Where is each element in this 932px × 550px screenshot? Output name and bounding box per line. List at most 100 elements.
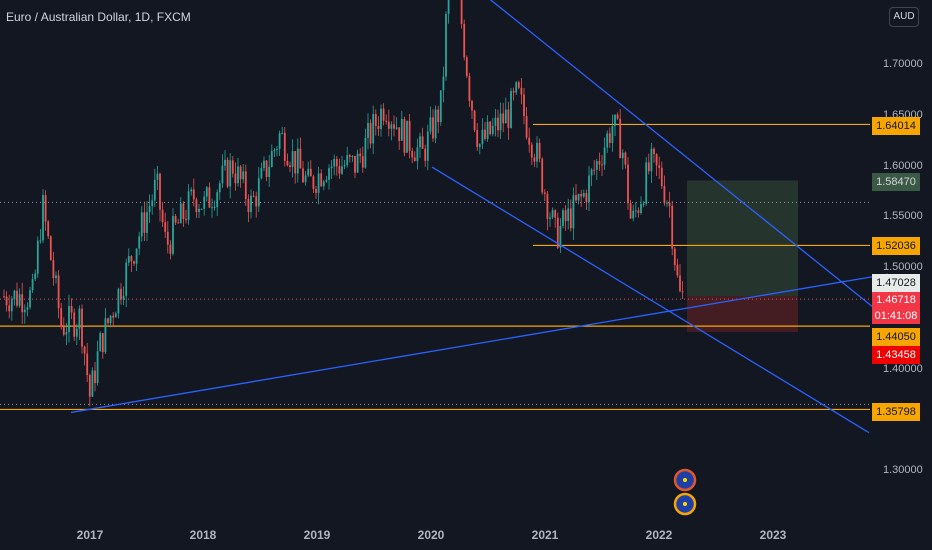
candle-body xyxy=(174,216,177,223)
candle-body xyxy=(393,124,395,129)
candle-body xyxy=(172,216,174,254)
candle-body xyxy=(57,275,60,309)
candle-body xyxy=(406,120,408,153)
candle-body xyxy=(276,148,278,150)
candle-body xyxy=(512,91,515,93)
candle-body xyxy=(75,328,78,337)
candle-body xyxy=(112,315,115,318)
candle-body xyxy=(294,150,297,174)
candle-body xyxy=(502,113,505,124)
candle-body xyxy=(562,210,564,226)
candle-body xyxy=(296,148,299,174)
candle-body xyxy=(590,169,593,176)
candle-body xyxy=(10,299,13,312)
candle-body xyxy=(645,162,648,204)
candle-body xyxy=(179,203,182,224)
candle-body xyxy=(676,264,679,276)
candle-body xyxy=(536,142,538,162)
candle-body xyxy=(603,147,606,165)
candle-body xyxy=(380,108,382,130)
candle-body xyxy=(182,203,185,219)
candle-body xyxy=(419,136,421,148)
candle-body xyxy=(96,351,99,383)
last-price-badge: 1.46718 xyxy=(872,292,920,308)
time-tick: 2018 xyxy=(189,528,217,542)
level-badge: 1.52036 xyxy=(872,237,920,255)
candle-body xyxy=(211,207,213,209)
candle-body xyxy=(564,210,567,222)
candle-body xyxy=(26,307,29,310)
candle-body xyxy=(86,353,89,376)
candle-body xyxy=(525,116,528,138)
candle-body xyxy=(122,295,125,300)
candle-body xyxy=(133,261,135,264)
candle-body xyxy=(614,114,616,126)
candle-body xyxy=(671,205,674,249)
candle-body xyxy=(286,160,289,166)
candle-body xyxy=(151,200,154,207)
candle-body xyxy=(221,165,224,184)
candle-body xyxy=(580,193,583,197)
candle-body xyxy=(335,158,338,167)
candle-body xyxy=(247,199,250,213)
candle-body xyxy=(250,195,252,213)
candle-body xyxy=(13,290,16,300)
candle-body xyxy=(346,155,349,166)
candle-body xyxy=(367,123,369,138)
candle-body xyxy=(169,244,172,254)
candle-body xyxy=(356,153,359,173)
candle-body xyxy=(663,186,666,204)
candle-body xyxy=(107,318,109,323)
candle-body xyxy=(302,168,304,183)
candle-body xyxy=(341,166,343,174)
candle-body xyxy=(369,123,372,144)
candle-body xyxy=(523,94,525,117)
candle-body xyxy=(621,152,624,159)
candle-body xyxy=(679,275,681,292)
candle-body xyxy=(673,248,676,265)
candle-body xyxy=(634,210,637,212)
candle-body xyxy=(416,147,419,162)
candle-body xyxy=(387,121,390,129)
candle-body xyxy=(143,212,146,233)
candle-body xyxy=(575,195,577,201)
candle-body xyxy=(359,153,362,157)
flag-star xyxy=(683,478,687,482)
time-tick: 2021 xyxy=(531,528,559,542)
candle-body xyxy=(135,248,138,264)
candle-body xyxy=(239,166,242,180)
candle-body xyxy=(185,218,187,220)
candle-body xyxy=(465,57,468,77)
candle-body xyxy=(49,236,52,261)
target-zone xyxy=(687,180,798,297)
candle-body xyxy=(632,210,635,219)
currency-button[interactable]: AUD xyxy=(889,7,919,27)
candle-body xyxy=(257,178,260,207)
candle-body xyxy=(658,165,661,168)
candle-body xyxy=(244,171,247,200)
candle-body xyxy=(442,76,445,91)
candle-body xyxy=(270,151,273,167)
candle-body xyxy=(8,305,11,312)
price-tick: 1.50000 xyxy=(883,261,923,273)
candle-body xyxy=(343,165,346,167)
candle-body xyxy=(437,109,440,123)
price-tick: 1.40000 xyxy=(883,363,923,375)
candle-body xyxy=(216,192,219,208)
candle-body xyxy=(55,275,57,279)
candle-body xyxy=(629,203,632,219)
candle-body xyxy=(208,187,211,208)
candle-body xyxy=(616,114,619,119)
candle-body xyxy=(624,152,627,165)
candle-body xyxy=(283,132,286,161)
candle-body xyxy=(226,159,229,187)
candle-body xyxy=(681,291,684,293)
candle-body xyxy=(322,181,325,187)
candle-body xyxy=(3,296,5,298)
time-tick: 2020 xyxy=(417,528,445,542)
candle-body xyxy=(499,113,502,131)
candle-body xyxy=(556,217,559,248)
candle-body xyxy=(325,179,328,182)
candle-body xyxy=(120,288,122,300)
